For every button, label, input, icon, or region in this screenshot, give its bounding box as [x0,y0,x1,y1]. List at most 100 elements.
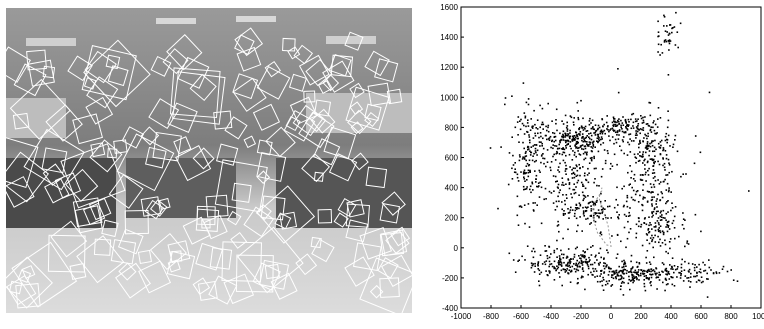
scatter-point [649,183,652,185]
scatter-point [700,271,702,274]
scatter-point [594,131,597,134]
scatter-point [633,271,635,273]
feature-box [259,259,290,290]
feature-box [150,55,172,77]
scatter-point [621,122,624,124]
scatter-point [646,239,648,241]
scatter-point [571,169,573,171]
scatter-point [578,153,581,155]
scatter-point [511,167,513,170]
scatter-point [631,113,633,116]
scatter-point [684,275,687,277]
scatter-point [605,121,608,124]
scatter-point [535,174,538,177]
scatter-point [555,200,558,203]
scatter-point [664,269,667,272]
scatter-point [556,186,559,188]
scatter-point [625,246,627,249]
scatter-point [580,99,582,102]
scatter-point [656,206,658,208]
scatter-point [620,282,623,284]
scatter-point [535,181,537,183]
scatter-point [696,266,698,268]
feature-box [223,273,255,305]
scatter-point [518,141,520,143]
feature-box [256,170,271,184]
scatter-point [525,101,528,104]
feature-box [2,176,35,208]
scatter-point [628,275,630,278]
scatter-point [564,268,566,271]
scatter-point [566,143,568,146]
scatter-point [539,126,541,129]
scatter-point [529,150,531,152]
scatter-point [597,124,600,127]
scatter-point [649,263,652,265]
scatter-point [599,261,601,264]
scatter-point [637,125,639,127]
feature-box [330,54,354,78]
scatter-point [594,124,597,126]
scatter-point [658,35,660,37]
scatter-point [581,255,583,258]
scatter-point [552,144,554,146]
scatter-point [545,125,547,128]
scatter-point [633,153,636,156]
scatter-point [636,277,638,280]
scatter-point [619,278,622,281]
scatter-point [664,30,667,32]
scatter-point [581,262,584,264]
scatter-point [622,136,625,138]
feature-box [237,226,304,294]
scatter-point [556,225,559,227]
feature-box [72,197,103,228]
scatter-point [607,217,609,219]
scatter-point [645,145,648,147]
scatter-point [567,178,569,180]
feature-box [172,71,226,125]
scatter-point [643,272,646,275]
feature-box [107,148,118,159]
scatter-point [642,121,645,124]
scatter-point [574,167,576,170]
scatter-point [572,136,575,139]
scatter-point [566,268,568,270]
feature-box [224,116,248,140]
scatter-point [689,286,691,288]
feature-box [313,171,324,182]
scatter-point [525,165,528,167]
scatter-point [539,181,542,184]
scatter-point [616,131,619,134]
scatter-point [656,126,659,128]
scatter-point [652,159,654,162]
scatter-point [624,263,627,265]
scatter-point [659,245,662,247]
scatter-point [629,133,632,135]
scatter-point [586,151,588,154]
scatter-point [593,202,595,205]
scatter-point [613,271,615,274]
scatter-point [574,139,576,141]
scatter-point [639,128,642,130]
feature-box [21,265,36,279]
scatter-point [528,164,531,166]
scatter-point [632,189,635,192]
feature-box [344,31,364,51]
scatter-point [548,272,551,274]
scatter-point [660,139,663,142]
scatter-point [657,230,660,233]
scatter-point [569,141,572,143]
feature-box [177,56,210,89]
scatter-point [525,125,527,128]
feature-box [287,46,301,60]
scatter-point [557,224,560,226]
scatter-point [639,194,641,197]
feature-box [317,80,332,95]
scatter-point [634,199,636,202]
scatter-point [522,185,525,188]
scatter-point [652,237,655,239]
scatter-point [583,197,585,200]
scatter-point [642,153,644,156]
scatter-point [561,208,563,211]
scatter-point [584,210,587,213]
